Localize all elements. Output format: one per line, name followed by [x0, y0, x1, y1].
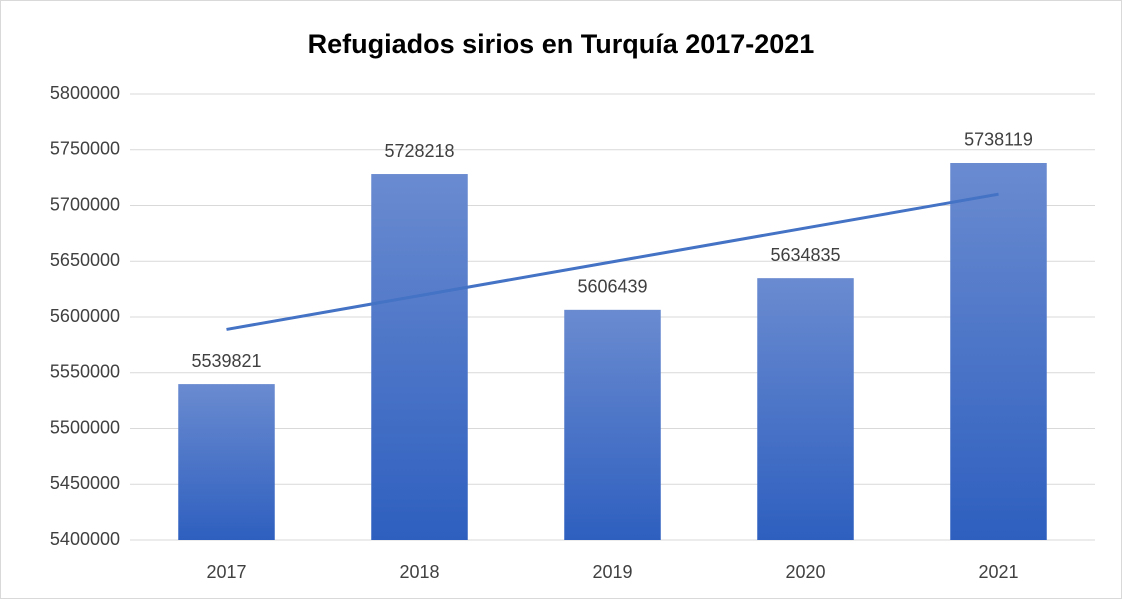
data-label: 5634835 — [770, 245, 840, 265]
data-label: 5728218 — [384, 141, 454, 161]
x-tick-label: 2019 — [592, 562, 632, 582]
bar — [371, 174, 468, 540]
x-tick-label: 2018 — [399, 562, 439, 582]
y-tick-label: 5650000 — [50, 250, 120, 270]
y-tick-label: 5750000 — [50, 139, 120, 159]
data-label: 5606439 — [577, 277, 647, 297]
data-label: 5738119 — [964, 130, 1033, 150]
y-tick-label: 5400000 — [50, 529, 120, 549]
x-tick-label: 2020 — [785, 562, 825, 582]
x-tick-label: 2021 — [978, 562, 1018, 582]
y-tick-label: 5500000 — [50, 417, 120, 437]
bar — [564, 309, 661, 540]
bar — [950, 162, 1047, 540]
y-tick-label: 5800000 — [50, 83, 120, 103]
y-tick-label: 5550000 — [50, 362, 120, 382]
bar — [178, 384, 275, 540]
x-tick-label: 2017 — [206, 562, 246, 582]
y-tick-label: 5600000 — [50, 306, 120, 326]
chart-title: Refugiados sirios en Turquía 2017-2021 — [308, 29, 815, 59]
y-tick-label: 5700000 — [50, 194, 120, 214]
data-label: 5539821 — [191, 351, 261, 371]
y-tick-label: 5450000 — [50, 473, 120, 493]
trendline — [226, 192, 999, 331]
bar — [757, 278, 854, 540]
